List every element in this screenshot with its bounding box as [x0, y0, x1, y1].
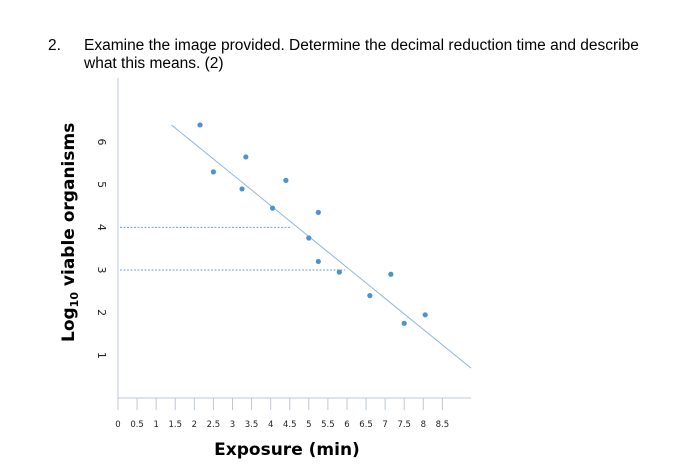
data-point [210, 169, 217, 175]
y-tick-label: 2 [95, 309, 108, 316]
x-tick-label: 1 [153, 420, 158, 430]
y-tick-label: 5 [95, 181, 108, 188]
x-axis-label: Exposure (min) [214, 440, 360, 460]
x-tick-label: 3 [230, 420, 235, 430]
x-tick-label: 0.5 [130, 420, 144, 430]
y-tick-label: 4 [95, 224, 108, 231]
x-tick-label: 4 [268, 420, 273, 430]
x-tick-label: 7 [382, 420, 387, 430]
y-axis-label-rest: viable organisms [59, 123, 79, 292]
data-point [315, 209, 321, 215]
x-tick-label: 2 [192, 420, 197, 430]
x-tick-label: 7.5 [397, 420, 411, 430]
data-point [336, 269, 342, 275]
x-tick-label: 5 [306, 420, 311, 430]
x-tick-label: 8 [421, 420, 426, 430]
x-tick-label: 5.5 [321, 420, 335, 430]
x-tick-label: 6.5 [359, 420, 373, 430]
data-point [243, 154, 249, 160]
question-text: Examine the image provided. Determine th… [84, 37, 639, 72]
y-axis-label: Log10 viable organisms [59, 123, 81, 342]
x-tick-label: 2.5 [207, 420, 221, 430]
y-tick-label: 1 [95, 352, 108, 359]
data-point [239, 186, 245, 192]
y-tick-label: 3 [95, 267, 108, 274]
question-number: 2. [48, 37, 61, 54]
y-axis-label-subscript: 10 [68, 292, 81, 308]
data-point [367, 293, 373, 299]
x-tick-label: 4.5 [283, 420, 297, 430]
data-point [269, 205, 276, 211]
data-point [306, 235, 312, 241]
x-tick-label: 8.5 [436, 420, 450, 430]
data-point [388, 271, 394, 277]
y-axis-label-main: Log [59, 307, 79, 342]
data-point [315, 258, 321, 265]
svg-text:Log10 viable organisms: Log10 viable organisms [59, 123, 81, 342]
x-tick-label: 0 [115, 420, 120, 430]
x-tick-label: 3.5 [245, 420, 259, 430]
data-point [422, 312, 428, 318]
y-tick-label: 6 [95, 139, 108, 146]
x-tick-label: 1.5 [168, 420, 182, 430]
data-point [283, 177, 289, 183]
data-point [197, 122, 203, 128]
data-point [401, 320, 407, 326]
x-tick-label: 6 [344, 420, 349, 430]
trendline [171, 124, 472, 369]
